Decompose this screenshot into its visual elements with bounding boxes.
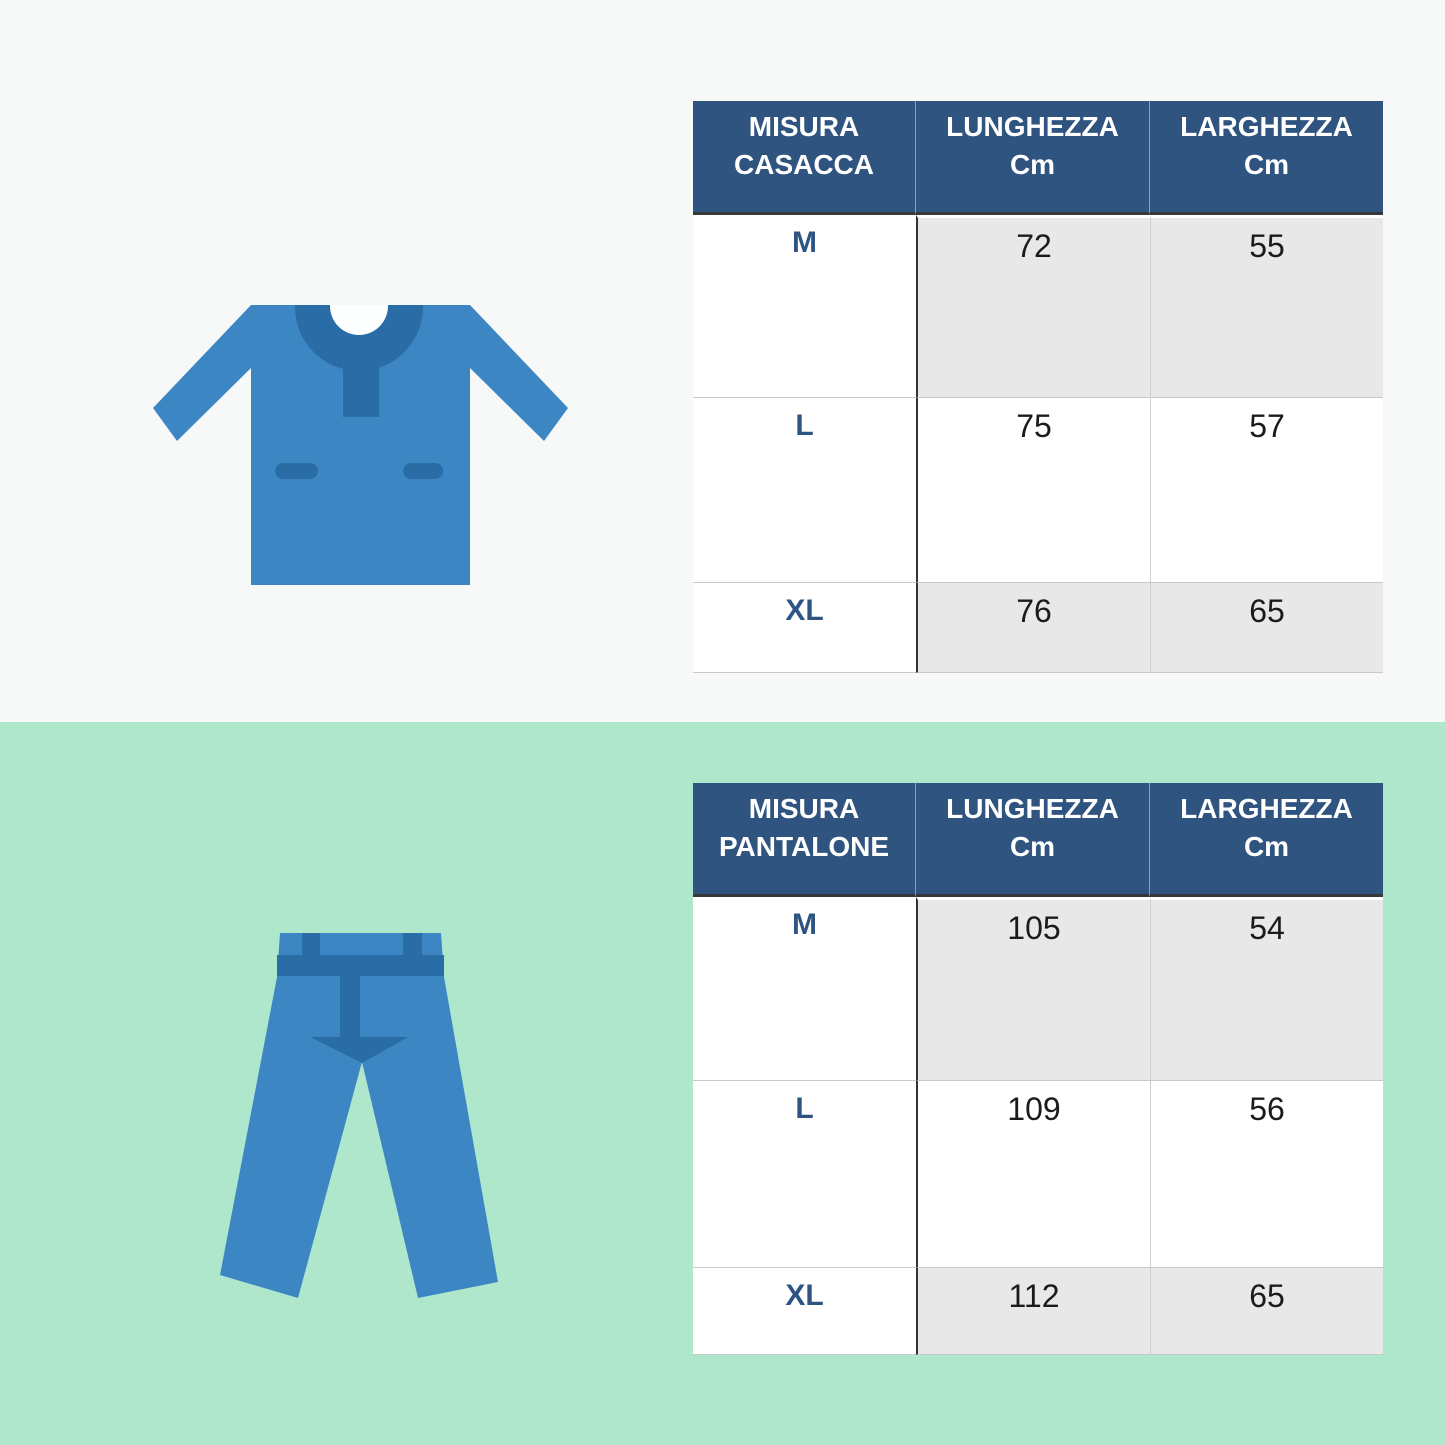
pantalone-row-m: M 105 54	[693, 897, 1383, 1080]
shirt-right-sleeve	[470, 305, 568, 441]
casacca-section: MISURA CASACCA LUNGHEZZA Cm LARGHEZZA Cm…	[0, 0, 1445, 722]
header-line: Cm	[1009, 149, 1056, 180]
shirt-right-pocket	[403, 463, 443, 479]
lunghezza-cell: 75	[916, 397, 1150, 582]
shirt-placket	[343, 335, 379, 417]
header-line: LARGHEZZA	[1180, 111, 1353, 142]
casacca-header-misura: MISURA CASACCA	[693, 101, 916, 215]
lunghezza-cell: 72	[916, 215, 1150, 397]
header-line: Cm	[1009, 831, 1056, 862]
size-cell: M	[693, 897, 916, 1080]
shirt-icon	[140, 280, 590, 585]
casacca-size-table: MISURA CASACCA LUNGHEZZA Cm LARGHEZZA Cm…	[693, 101, 1383, 673]
larghezza-cell: 55	[1150, 215, 1383, 397]
lunghezza-cell: 76	[916, 582, 1150, 673]
pantalone-header-misura: MISURA PANTALONE	[693, 783, 916, 897]
size-cell: L	[693, 1080, 916, 1267]
larghezza-cell: 54	[1150, 897, 1383, 1080]
pants-icon	[220, 933, 498, 1298]
header-line: MISURA	[748, 793, 860, 824]
pantalone-header-lunghezza: LUNGHEZZA Cm	[916, 783, 1150, 897]
casacca-header-lunghezza: LUNGHEZZA Cm	[916, 101, 1150, 215]
casacca-row-xl: XL 76 65	[693, 582, 1383, 673]
shirt-left-sleeve	[153, 305, 251, 441]
size-cell: XL	[693, 582, 916, 673]
pantalone-row-xl: XL 112 65	[693, 1267, 1383, 1355]
pants-belt-loop-right	[403, 933, 422, 959]
pants-belt	[277, 955, 444, 976]
lunghezza-cell: 105	[916, 897, 1150, 1080]
header-line: Cm	[1243, 831, 1290, 862]
larghezza-cell: 65	[1150, 1267, 1383, 1355]
shirt-left-pocket	[275, 463, 318, 479]
casacca-row-l: L 75 57	[693, 397, 1383, 582]
casacca-header-row: MISURA CASACCA LUNGHEZZA Cm LARGHEZZA Cm	[693, 101, 1383, 215]
header-line: PANTALONE	[718, 831, 890, 862]
lunghezza-cell: 112	[916, 1267, 1150, 1355]
pantalone-size-table: MISURA PANTALONE LUNGHEZZA Cm LARGHEZZA …	[693, 783, 1383, 1355]
pants-belt-loop-left	[302, 933, 320, 959]
larghezza-cell: 57	[1150, 397, 1383, 582]
larghezza-cell: 56	[1150, 1080, 1383, 1267]
header-line: MISURA	[748, 111, 860, 142]
pants-fly-stem	[340, 975, 360, 1038]
size-cell: M	[693, 215, 916, 397]
header-line: CASACCA	[734, 149, 874, 180]
size-cell: XL	[693, 1267, 916, 1355]
size-cell: L	[693, 397, 916, 582]
pants-fly-arrow	[310, 1037, 408, 1063]
header-line: LARGHEZZA	[1180, 793, 1353, 824]
pantalone-header-larghezza: LARGHEZZA Cm	[1150, 783, 1383, 897]
header-line: LUNGHEZZA	[946, 111, 1119, 142]
pantalone-header-row: MISURA PANTALONE LUNGHEZZA Cm LARGHEZZA …	[693, 783, 1383, 897]
pantalone-section: MISURA PANTALONE LUNGHEZZA Cm LARGHEZZA …	[0, 722, 1445, 1445]
casacca-row-m: M 72 55	[693, 215, 1383, 397]
header-line: Cm	[1243, 149, 1290, 180]
casacca-header-larghezza: LARGHEZZA Cm	[1150, 101, 1383, 215]
shirt-top-mask	[140, 280, 590, 305]
pantalone-row-l: L 109 56	[693, 1080, 1383, 1267]
lunghezza-cell: 109	[916, 1080, 1150, 1267]
larghezza-cell: 65	[1150, 582, 1383, 673]
pants-body	[220, 933, 498, 1298]
header-line: LUNGHEZZA	[946, 793, 1119, 824]
